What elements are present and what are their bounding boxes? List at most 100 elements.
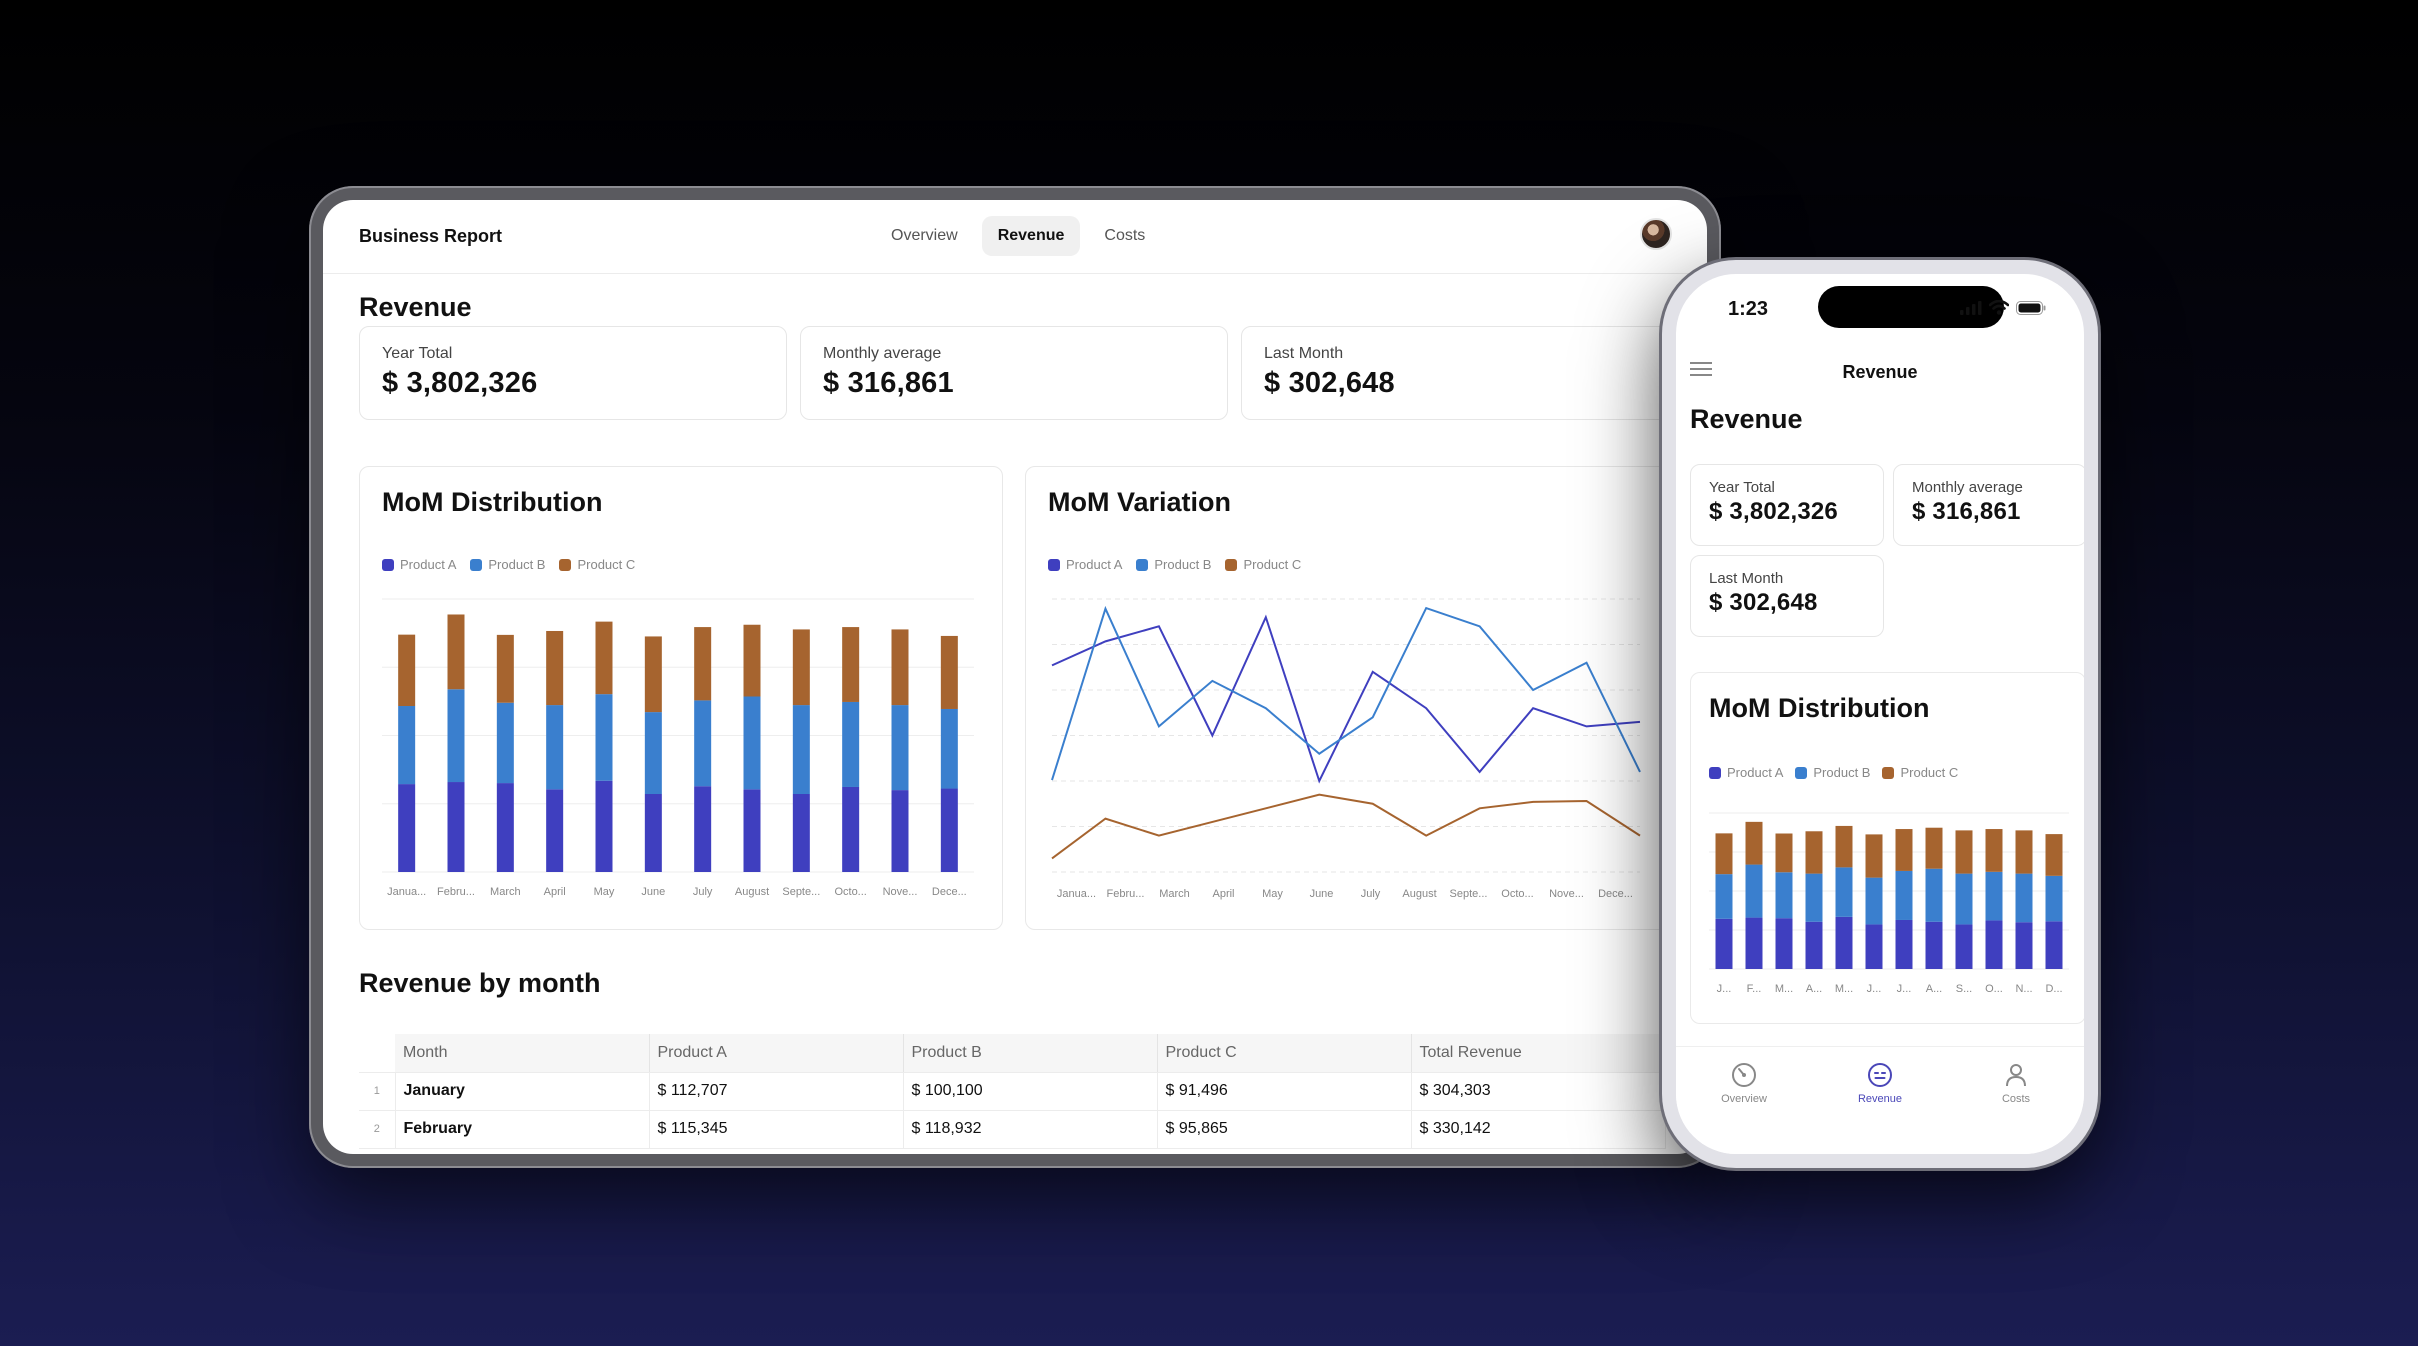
x-tick-label: June xyxy=(641,886,665,898)
table-row[interactable]: 2 February $ 115,345 $ 118,932 $ 95,865 … xyxy=(359,1110,1666,1149)
bar-segment xyxy=(1745,864,1763,918)
table-cell: $ 330,142 xyxy=(1411,1110,1666,1149)
legend-item: Product C xyxy=(1882,765,1958,780)
bar-segment xyxy=(644,712,662,794)
stat-value: $ 316,861 xyxy=(823,367,954,399)
tab-costs[interactable]: Costs xyxy=(1104,227,1146,244)
tab-revenue[interactable]: Revenue xyxy=(1835,1061,1925,1154)
bar-segment xyxy=(1955,924,1973,969)
bar-segment xyxy=(1955,873,1973,925)
bar-segment xyxy=(2015,830,2033,874)
legend-item: Product A xyxy=(1709,765,1783,780)
column-header[interactable]: Product A xyxy=(649,1034,904,1073)
legend-item: Product A xyxy=(1048,557,1122,572)
table-cell: $ 118,932 xyxy=(903,1110,1158,1149)
x-tick-label: Septe... xyxy=(1450,888,1488,900)
series-line xyxy=(1051,614,1641,784)
bar-segment xyxy=(1925,868,1943,922)
table-cell: January xyxy=(395,1072,650,1111)
brand-title: Business Report xyxy=(359,226,503,246)
legend-swatch xyxy=(1225,558,1238,571)
column-header[interactable]: Total Revenue xyxy=(1411,1034,1666,1073)
avatar[interactable] xyxy=(1640,218,1672,250)
phone-device: 1:23 Revenue Revenue Year Tota xyxy=(1662,260,2098,1168)
row-index: 2 xyxy=(359,1110,396,1149)
table-row[interactable]: 1 January $ 112,707 $ 100,100 $ 91,496 $… xyxy=(359,1072,1666,1111)
menu-icon[interactable] xyxy=(1690,362,1712,380)
nav-tabs: Overview Revenue Costs xyxy=(875,216,1161,256)
bar-segment xyxy=(595,780,613,872)
legend-swatch xyxy=(1048,558,1060,571)
x-tick-label: D... xyxy=(2045,983,2062,995)
revenue-table: Month Product A Product B Product C Tota… xyxy=(359,1034,1666,1149)
bar-segment xyxy=(1865,877,1883,925)
tablet-device: Business Report Overview Revenue Costs R… xyxy=(309,186,1721,1168)
bar-segment xyxy=(1745,917,1763,969)
variation-chart-card: MoM Variation Product A Product B Produc… xyxy=(1025,466,1669,930)
x-tick-label: July xyxy=(693,886,713,898)
stat-card-monthly-average: Monthly average $ 316,861 xyxy=(800,326,1228,420)
x-tick-label: Janua... xyxy=(387,886,426,898)
x-tick-label: M... xyxy=(1775,983,1793,995)
legend-swatch xyxy=(1882,766,1895,779)
x-tick-label: Dece... xyxy=(1598,888,1633,900)
bar-segment xyxy=(2015,873,2033,923)
table-cell: $ 304,303 xyxy=(1411,1072,1666,1111)
table-header-row: Month Product A Product B Product C Tota… xyxy=(359,1034,1666,1073)
bar-segment xyxy=(447,689,465,783)
bar-segment xyxy=(2015,922,2033,969)
x-tick-label: Febru... xyxy=(437,886,475,898)
stat-card-year-total: Year Total $ 3,802,326 xyxy=(1690,464,1884,546)
tab-label: Overview xyxy=(1721,1093,1767,1105)
bar-segment xyxy=(1895,919,1913,969)
legend-label: Product A xyxy=(400,557,457,572)
bar-segment xyxy=(891,790,909,872)
person-icon xyxy=(2006,1064,2026,1087)
stat-label: Last Month xyxy=(1264,345,1344,362)
series-line xyxy=(1051,605,1641,781)
stat-value: $ 3,802,326 xyxy=(382,367,538,399)
revenue-face-icon xyxy=(1868,1063,1892,1087)
x-tick-label: J... xyxy=(1897,983,1912,995)
bar-segment xyxy=(447,614,465,690)
x-tick-label: August xyxy=(1402,888,1436,900)
variation-chart: Janua... Febru... March April May June July Aug… xyxy=(1051,598,1641,900)
legend-swatch xyxy=(1795,766,1808,779)
tab-revenue[interactable]: Revenue xyxy=(981,216,1081,256)
legend-label: Product A xyxy=(1066,557,1123,572)
stat-label: Monthly average xyxy=(1912,479,2023,496)
phone-screen: 1:23 Revenue Revenue Year Tota xyxy=(1676,274,2084,1154)
bar-segment xyxy=(1715,918,1733,969)
page-title: Revenue xyxy=(359,292,472,322)
bar-segment xyxy=(1985,871,2003,921)
column-header[interactable]: Product C xyxy=(1157,1034,1412,1073)
tab-overview[interactable]: Overview xyxy=(891,227,958,244)
stat-label: Monthly average xyxy=(823,345,942,362)
column-header[interactable]: Month xyxy=(395,1034,650,1073)
x-tick-label: April xyxy=(544,886,566,898)
table-cell: February xyxy=(395,1110,650,1149)
tab-costs[interactable]: Costs xyxy=(1971,1061,2061,1154)
bar-segment xyxy=(2045,834,2063,876)
bottom-tab-bar: Overview Revenue Costs xyxy=(1676,1046,2084,1154)
phone-distribution-chart: J... F... M... A... M... J... J... A... S... O...… xyxy=(1709,812,2069,995)
column-header[interactable]: Product B xyxy=(903,1034,1158,1073)
x-tick-label: Octo... xyxy=(834,886,866,898)
page-title: Revenue xyxy=(1690,404,1803,434)
tab-overview[interactable]: Overview xyxy=(1699,1061,1789,1154)
stat-card-monthly-average: Monthly average $ 316,861 xyxy=(1893,464,2084,546)
bar-segment xyxy=(496,702,514,784)
bar-segment xyxy=(1805,831,1823,874)
x-tick-label: Nove... xyxy=(883,886,918,898)
phone-nav-bar: Revenue xyxy=(1676,354,2084,394)
x-tick-label: J... xyxy=(1867,983,1882,995)
stat-card-last-month: Last Month $ 302,648 xyxy=(1690,555,1884,637)
bar-segment xyxy=(1715,833,1733,875)
legend-item: Product A xyxy=(382,557,456,572)
tab-label: Costs xyxy=(2001,1093,2031,1105)
legend-item: Product C xyxy=(559,557,635,572)
legend-swatch xyxy=(382,558,394,571)
distribution-chart-card: MoM Distribution Product A Product B Pro… xyxy=(359,466,1003,930)
bar-segment xyxy=(1805,873,1823,922)
bar-segment xyxy=(842,701,860,787)
